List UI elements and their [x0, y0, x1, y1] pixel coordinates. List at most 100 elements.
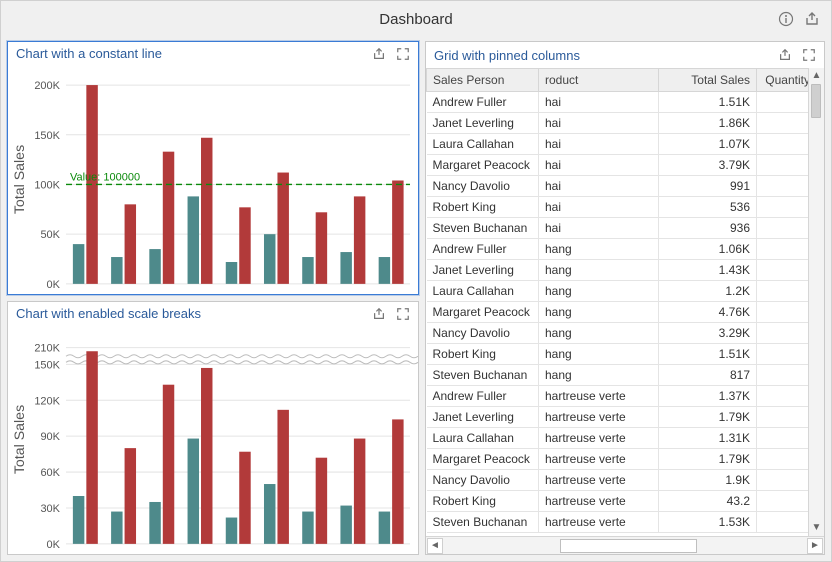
chart2[interactable]: 0K30K60K90K120K150K210KTotal Sales — [8, 325, 418, 554]
table-cell: Laura Callahan — [427, 428, 539, 449]
scroll-right-arrow[interactable]: ► — [807, 538, 823, 554]
svg-text:150K: 150K — [34, 359, 60, 371]
table-cell: 1.2K — [659, 281, 757, 302]
table-cell: hang — [539, 344, 659, 365]
scroll-up-arrow[interactable]: ▲ — [812, 68, 822, 84]
table-cell: 4.76K — [659, 302, 757, 323]
dashboard-title: Dashboard — [379, 11, 452, 28]
table-row[interactable]: Janet Leverlinghang1.43K — [427, 260, 817, 281]
maximize-icon[interactable] — [800, 46, 818, 64]
export-icon[interactable] — [803, 10, 821, 28]
scroll-thumb[interactable] — [811, 84, 821, 118]
table-cell: Andrew Fuller — [427, 386, 539, 407]
table-cell: 536 — [659, 197, 757, 218]
table-row[interactable]: Nancy Davoliohartreuse verte1.9K — [427, 470, 817, 491]
table-cell: 1.53K — [659, 512, 757, 533]
column-header[interactable]: Total Sales — [659, 69, 757, 92]
table-cell: hai — [539, 218, 659, 239]
table-cell: Steven Buchanan — [427, 365, 539, 386]
table-cell: 1.06K — [659, 239, 757, 260]
table-cell: Nancy Davolio — [427, 470, 539, 491]
column-header[interactable]: roduct — [539, 69, 659, 92]
maximize-icon[interactable] — [394, 45, 412, 63]
svg-text:120K: 120K — [34, 395, 60, 407]
table-cell: Laura Callahan — [427, 134, 539, 155]
table-row[interactable]: Steven Buchananhang817 — [427, 365, 817, 386]
table-cell: Andrew Fuller — [427, 239, 539, 260]
table-cell: hang — [539, 281, 659, 302]
vertical-scrollbar[interactable]: ▲ ▼ — [808, 68, 824, 536]
table-cell: 43.2 — [659, 491, 757, 512]
scroll-left-arrow[interactable]: ◄ — [427, 538, 443, 554]
svg-text:30K: 30K — [40, 503, 60, 515]
table-cell: 1.07K — [659, 134, 757, 155]
table-row[interactable]: Andrew Fullerhang1.06K — [427, 239, 817, 260]
export-icon[interactable] — [776, 46, 794, 64]
maximize-icon[interactable] — [394, 305, 412, 323]
chart-panel-constant-line: Chart with a constant line 0K50K100K150K… — [7, 41, 419, 295]
column-header[interactable]: Sales Person — [427, 69, 539, 92]
svg-text:Value: 100000: Value: 100000 — [70, 171, 140, 183]
svg-text:210K: 210K — [34, 343, 60, 355]
table-cell: 1.37K — [659, 386, 757, 407]
table-cell: Steven Buchanan — [427, 218, 539, 239]
table-row[interactable]: Janet Leverlinghai1.86K — [427, 113, 817, 134]
table-row[interactable]: Andrew Fullerhai1.51K — [427, 92, 817, 113]
table-cell: hai — [539, 176, 659, 197]
table-row[interactable]: Margaret Peacockhai3.79K — [427, 155, 817, 176]
table-row[interactable]: Margaret Peacockhartreuse verte1.79K — [427, 449, 817, 470]
table-cell: hang — [539, 302, 659, 323]
table-cell: 1.9K — [659, 470, 757, 491]
table-cell: 1.31K — [659, 428, 757, 449]
svg-text:50K: 50K — [40, 229, 60, 241]
table-cell: Margaret Peacock — [427, 302, 539, 323]
table-cell: Nancy Davolio — [427, 323, 539, 344]
table-cell: hai — [539, 134, 659, 155]
export-icon[interactable] — [370, 45, 388, 63]
table-row[interactable]: Janet Leverlinghartreuse verte1.79K — [427, 407, 817, 428]
table-cell: hai — [539, 92, 659, 113]
table-row[interactable]: Steven Buchananhartreuse verte1.53K — [427, 512, 817, 533]
info-icon[interactable] — [777, 10, 795, 28]
table-row[interactable]: Robert Kinghai536 — [427, 197, 817, 218]
table-cell: hai — [539, 197, 659, 218]
table-cell: 817 — [659, 365, 757, 386]
grid-panel: Grid with pinned columns Sales Personrod… — [425, 41, 825, 555]
table-row[interactable]: Nancy Davoliohang3.29K — [427, 323, 817, 344]
table-cell: 1.79K — [659, 449, 757, 470]
table-cell: hang — [539, 365, 659, 386]
scroll-down-arrow[interactable]: ▼ — [812, 520, 822, 536]
table-cell: hartreuse verte — [539, 512, 659, 533]
table-cell: 991 — [659, 176, 757, 197]
table-row[interactable]: Robert Kinghartreuse verte43.2 — [427, 491, 817, 512]
table-cell: hang — [539, 323, 659, 344]
horizontal-scrollbar[interactable]: ◄ ► — [426, 536, 824, 554]
table-row[interactable]: Andrew Fullerhartreuse verte1.37K — [427, 386, 817, 407]
table-cell: hartreuse verte — [539, 491, 659, 512]
svg-text:150K: 150K — [34, 130, 60, 142]
table-cell: hai — [539, 155, 659, 176]
table-row[interactable]: Laura Callahanhang1.2K — [427, 281, 817, 302]
svg-text:0K: 0K — [47, 279, 61, 291]
chart1[interactable]: 0K50K100K150K200KTotal SalesValue: 10000… — [8, 65, 418, 294]
table-cell: Margaret Peacock — [427, 155, 539, 176]
table-cell: hartreuse verte — [539, 386, 659, 407]
table-cell: Margaret Peacock — [427, 449, 539, 470]
table-row[interactable]: Laura Callahanhai1.07K — [427, 134, 817, 155]
table-row[interactable]: Robert Kinghang1.51K — [427, 344, 817, 365]
svg-text:Total Sales: Total Sales — [11, 405, 27, 474]
table-row[interactable]: Margaret Peacockhang4.76K — [427, 302, 817, 323]
table-row[interactable]: Laura Callahanhartreuse verte1.31K — [427, 428, 817, 449]
export-icon[interactable] — [370, 305, 388, 323]
dashboard-header: Dashboard — [1, 1, 831, 37]
table-cell: Robert King — [427, 344, 539, 365]
svg-text:90K: 90K — [40, 431, 60, 443]
grid-body[interactable]: Sales PersonroductTotal SalesQuantity An… — [426, 68, 824, 536]
table-cell: 3.79K — [659, 155, 757, 176]
table-cell: Nancy Davolio — [427, 176, 539, 197]
scroll-thumb[interactable] — [560, 539, 698, 553]
table-row[interactable]: Nancy Davoliohai991 — [427, 176, 817, 197]
table-cell: Robert King — [427, 197, 539, 218]
table-row[interactable]: Steven Buchananhai936 — [427, 218, 817, 239]
chart-panel-scale-breaks: Chart with enabled scale breaks 0K30K60K… — [7, 301, 419, 555]
